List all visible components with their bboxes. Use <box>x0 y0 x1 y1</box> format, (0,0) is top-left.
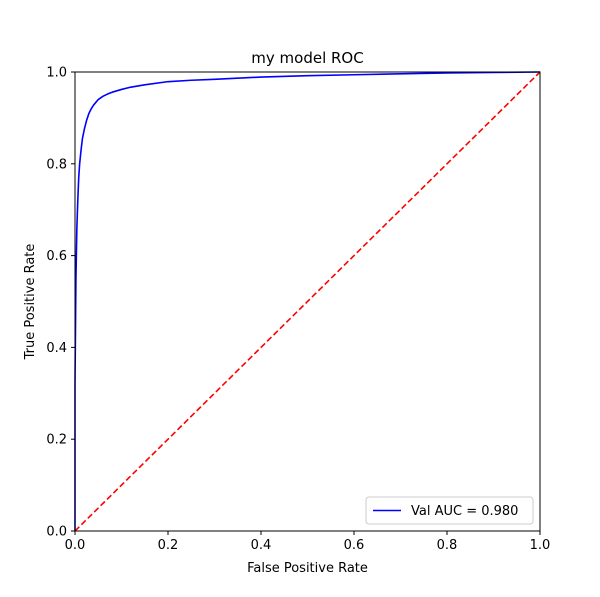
legend-box <box>365 496 534 525</box>
y-tick-label: 0.6 <box>46 249 67 264</box>
roc-curve-line <box>74 71 541 531</box>
legend: Val AUC = 0.980 <box>365 496 534 525</box>
x-axis: 0.0 0.2 0.4 0.6 0.8 1.0 <box>65 531 551 553</box>
y-tick-label: 0.0 <box>46 525 67 540</box>
series-layer <box>74 71 541 532</box>
y-axis: 0.0 0.2 0.4 0.6 0.8 1.0 <box>46 66 75 540</box>
x-tick-label: 0.2 <box>158 538 179 553</box>
chart-title: my model ROC <box>251 49 363 67</box>
plot-frame <box>74 71 541 532</box>
y-tick-label: 0.2 <box>46 433 67 448</box>
legend-label-val: Val AUC = 0.980 <box>411 504 518 519</box>
y-axis-label: True Positive Rate <box>23 244 38 361</box>
y-tick-label: 1.0 <box>46 66 67 81</box>
y-tick-label: 0.4 <box>46 341 67 356</box>
x-tick-label: 1.0 <box>530 538 551 553</box>
x-axis-label: False Positive Rate <box>247 561 368 576</box>
x-tick-label: 0.6 <box>344 538 365 553</box>
diagonal-reference-line <box>74 71 541 532</box>
x-tick-label: 0.8 <box>437 538 458 553</box>
x-tick-label: 0.0 <box>65 538 86 553</box>
y-tick-label: 0.8 <box>46 157 67 172</box>
x-tick-label: 0.4 <box>251 538 272 553</box>
